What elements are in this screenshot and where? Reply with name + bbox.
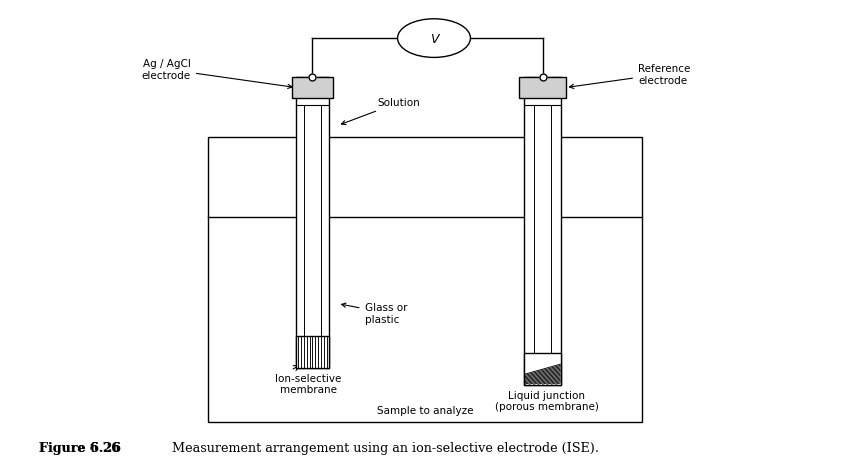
Text: Figure 6.26: Figure 6.26 [39,441,121,453]
Text: Ion-selective
membrane: Ion-selective membrane [275,373,341,394]
Bar [519,78,566,99]
Bar [524,353,562,385]
Circle shape [398,20,470,58]
Bar [296,336,329,368]
Text: Sample to analyze: Sample to analyze [377,405,474,415]
Text: V: V [430,33,438,45]
Text: Reference
electrode: Reference electrode [569,64,690,90]
Bar [292,78,333,99]
Text: Liquid junction
(porous membrane): Liquid junction (porous membrane) [495,390,599,411]
Text: Figure 6.26    Measurement arrangement using an ion-selective electrode (ISE).: Figure 6.26 Measurement arrangement usin… [39,441,549,453]
Bar [208,138,642,422]
Text: Ag / AgCl
electrode: Ag / AgCl electrode [141,59,292,89]
Bar [296,78,329,368]
Text: Measurement arrangement using an ion-selective electrode (ISE).: Measurement arrangement using an ion-sel… [156,441,599,453]
Text: Figure 6.26: Figure 6.26 [39,441,120,453]
Bar [524,78,562,385]
Text: Solution: Solution [341,98,420,125]
Text: Glass or
plastic: Glass or plastic [342,302,407,324]
